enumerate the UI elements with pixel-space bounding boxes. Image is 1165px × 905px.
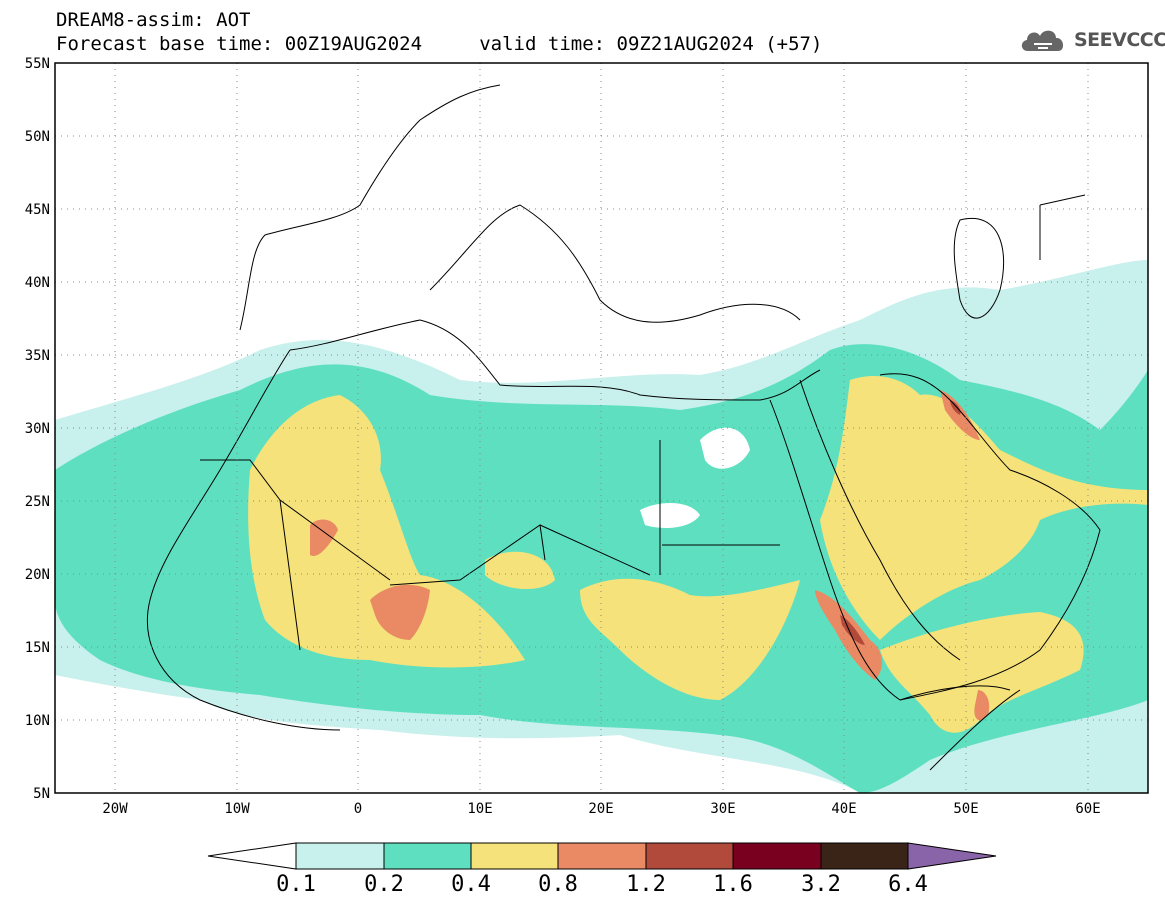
aot-level-0.4-western-sahara xyxy=(248,395,525,668)
lon-tick-label: 20W xyxy=(102,801,128,817)
aot-level-0.8-red-sea xyxy=(815,590,882,680)
colorbar-label: 1.2 xyxy=(626,872,666,897)
europe-coast xyxy=(239,84,801,331)
colorbar-swatch xyxy=(645,842,734,870)
colorbar-swatch xyxy=(732,842,822,870)
coastlines xyxy=(146,84,1101,771)
lat-tick-label: 30N xyxy=(25,421,50,437)
lon-tick-label: 20E xyxy=(588,801,613,817)
colorbar-swatch xyxy=(295,842,385,870)
colorbar-label: 1.6 xyxy=(713,872,753,897)
lat-tick-label: 25N xyxy=(25,494,50,510)
lat-tick-label: 10N xyxy=(25,713,50,729)
lat-tick-label: 40N xyxy=(25,275,50,291)
lon-tick-label: 10E xyxy=(467,801,492,817)
lat-tick-label: 15N xyxy=(25,640,50,656)
latitude-labels: 55N 50N 45N 40N 35N 30N 25N 20N 15N 10N … xyxy=(25,56,50,802)
lon-tick-label: 10W xyxy=(224,801,250,817)
colorbar-label: 6.4 xyxy=(888,872,928,897)
map-frame xyxy=(54,62,1149,794)
cloud-logo-icon xyxy=(1021,30,1064,51)
interior-borders xyxy=(200,194,1086,651)
colorbar-max-arrow xyxy=(907,842,997,870)
aot-level-1.2-gulf-core xyxy=(950,400,961,415)
colorbar-min-arrow xyxy=(207,842,297,870)
horn-coast xyxy=(899,685,1021,771)
colorbar-label: 0.1 xyxy=(276,872,316,897)
longitude-labels: 20W 10W 0 10E 20E 30E 40E 50E 60E xyxy=(102,801,1100,817)
lat-tick-label: 20N xyxy=(25,567,50,583)
red-sea-coast xyxy=(769,379,961,701)
aot-level-0.8-mali xyxy=(310,519,338,556)
colorbar-label: 0.4 xyxy=(451,872,491,897)
seevccc-logo: SEEVCCC xyxy=(1018,24,1165,56)
arabia-coast xyxy=(879,373,1101,701)
lon-tick-label: 40E xyxy=(831,801,856,817)
lat-tick-label: 50N xyxy=(25,129,50,145)
graticule xyxy=(55,63,1148,793)
aot-level-0.8-niger xyxy=(370,584,430,640)
colorbar-label: 0.2 xyxy=(364,872,404,897)
aot-level-0.4-chad-band xyxy=(485,551,800,700)
aot-field xyxy=(55,63,1148,793)
lon-tick-label: 60E xyxy=(1075,801,1100,817)
forecast-time-line: Forecast base time: 00Z19AUG2024 valid t… xyxy=(56,33,823,55)
caspian-coast xyxy=(953,218,1005,319)
lon-tick-label: 50E xyxy=(953,801,978,817)
colorbar-label: 3.2 xyxy=(801,872,841,897)
lat-tick-label: 45N xyxy=(25,202,50,218)
north-africa-coast xyxy=(289,319,821,401)
colorbar-swatch xyxy=(383,842,472,870)
colorbar-label: 0.8 xyxy=(538,872,578,897)
lon-tick-label: 30E xyxy=(710,801,735,817)
colorbar-swatch xyxy=(557,842,647,870)
africa-west-coast xyxy=(146,349,341,731)
logo-text: SEEVCCC xyxy=(1074,29,1165,51)
aot-clear-patch-egypt xyxy=(640,427,750,528)
aot-level-0.4-horn xyxy=(880,612,1084,733)
colorbar-swatch xyxy=(820,842,909,870)
map-title: DREAM8-assim: AOT xyxy=(56,9,251,31)
lon-tick-label: 0 xyxy=(354,801,362,817)
colorbar xyxy=(207,842,997,870)
lat-tick-label: 35N xyxy=(25,348,50,364)
lat-tick-label: 5N xyxy=(33,786,50,802)
lat-tick-label: 55N xyxy=(25,56,50,72)
aot-level-0.8-somalia xyxy=(974,690,990,721)
colorbar-swatch xyxy=(470,842,559,870)
